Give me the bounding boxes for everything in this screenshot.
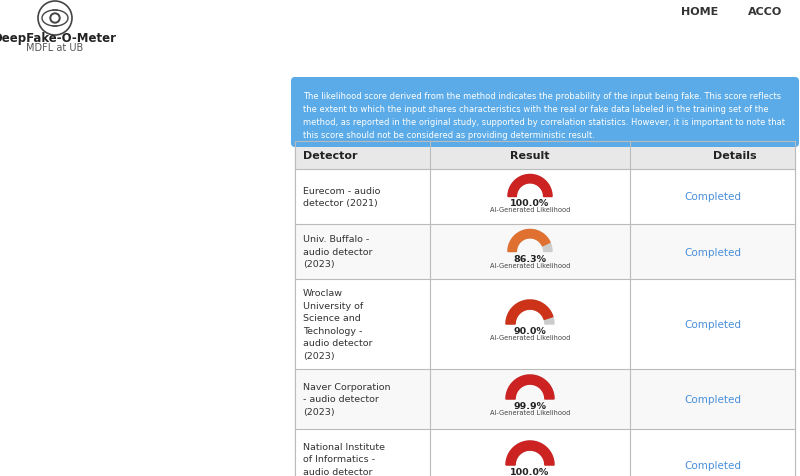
Text: method, as reported in the original study, supported by correlation statistics. : method, as reported in the original stud… — [303, 118, 785, 127]
FancyBboxPatch shape — [295, 429, 795, 476]
Text: AI-Generated Likelihood: AI-Generated Likelihood — [490, 207, 570, 213]
Text: AI-Generated Likelihood: AI-Generated Likelihood — [490, 334, 570, 340]
Text: Univ. Buffalo -
audio detector
(2023): Univ. Buffalo - audio detector (2023) — [303, 235, 373, 269]
Text: 99.9%: 99.9% — [514, 401, 546, 410]
FancyBboxPatch shape — [295, 169, 795, 225]
Text: 100.0%: 100.0% — [510, 467, 550, 476]
Text: Completed: Completed — [684, 460, 741, 470]
Text: The likelihood score derived from the method indicates the probability of the in: The likelihood score derived from the me… — [303, 92, 781, 101]
Text: AI-Generated Likelihood: AI-Generated Likelihood — [490, 262, 570, 268]
Text: Completed: Completed — [684, 247, 741, 257]
Text: MDFL at UB: MDFL at UB — [26, 43, 84, 53]
Polygon shape — [508, 175, 552, 197]
Text: Eurecom - audio
detector (2021): Eurecom - audio detector (2021) — [303, 187, 380, 208]
Polygon shape — [506, 441, 554, 465]
Text: ACCO: ACCO — [748, 7, 782, 17]
Text: Wroclaw
University of
Science and
Technology -
audio detector
(2023): Wroclaw University of Science and Techno… — [303, 288, 373, 360]
FancyBboxPatch shape — [291, 78, 799, 148]
Circle shape — [50, 14, 60, 24]
Polygon shape — [506, 375, 554, 399]
FancyBboxPatch shape — [295, 225, 795, 279]
FancyBboxPatch shape — [295, 369, 795, 429]
Text: Naver Corporation
- audio detector
(2023): Naver Corporation - audio detector (2023… — [303, 382, 390, 416]
Circle shape — [38, 2, 72, 36]
Text: National Institute
of Informatics -
audio detector
(2021): National Institute of Informatics - audi… — [303, 442, 385, 476]
Text: the extent to which the input shares characteristics with the real or fake data : the extent to which the input shares cha… — [303, 105, 769, 114]
Polygon shape — [506, 300, 554, 324]
Text: Completed: Completed — [684, 319, 741, 329]
FancyBboxPatch shape — [295, 142, 795, 476]
Text: DeepFake-O-Meter: DeepFake-O-Meter — [0, 32, 117, 45]
FancyBboxPatch shape — [295, 142, 795, 169]
Text: HOME: HOME — [682, 7, 718, 17]
Text: Completed: Completed — [684, 394, 741, 404]
Text: 90.0%: 90.0% — [514, 327, 546, 335]
Text: AI-Generated Likelihood: AI-Generated Likelihood — [490, 409, 570, 415]
Polygon shape — [506, 300, 553, 324]
FancyBboxPatch shape — [295, 279, 795, 369]
Polygon shape — [508, 230, 552, 252]
Circle shape — [52, 16, 58, 22]
Text: Details: Details — [713, 151, 756, 161]
Text: Completed: Completed — [684, 192, 741, 202]
Polygon shape — [508, 230, 550, 252]
Polygon shape — [506, 375, 554, 399]
Text: 86.3%: 86.3% — [514, 254, 546, 263]
Polygon shape — [508, 175, 552, 197]
Text: this score should not be considered as providing deterministic result.: this score should not be considered as p… — [303, 131, 595, 140]
Text: 100.0%: 100.0% — [510, 199, 550, 208]
Polygon shape — [506, 441, 554, 465]
Text: AI-Generated Likelihood: AI-Generated Likelihood — [490, 475, 570, 476]
Text: Result: Result — [510, 151, 550, 161]
Text: Detector: Detector — [303, 151, 358, 161]
